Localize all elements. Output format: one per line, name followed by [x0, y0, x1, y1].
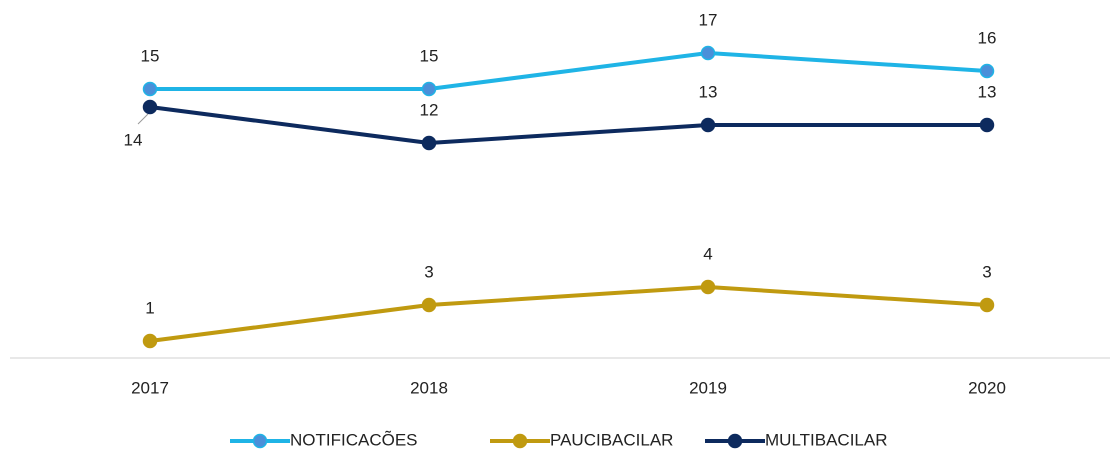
data-point — [700, 117, 716, 133]
data-label: 14 — [124, 130, 143, 149]
data-label: 17 — [699, 10, 718, 29]
legend-label: PAUCIBACILAR — [550, 430, 673, 449]
x-tick-label: 2020 — [968, 378, 1006, 397]
legend-label: NOTIFICACÕES — [290, 430, 418, 449]
data-point — [421, 81, 437, 97]
data-point — [979, 63, 995, 79]
legend-marker — [727, 433, 743, 449]
x-tick-label: 2017 — [131, 378, 169, 397]
data-label: 15 — [141, 46, 160, 65]
x-tick-label: 2018 — [410, 378, 448, 397]
data-point — [142, 99, 158, 115]
data-point — [421, 297, 437, 313]
data-label: 13 — [978, 82, 997, 101]
data-label: 16 — [978, 28, 997, 47]
x-tick-label: 2019 — [689, 378, 727, 397]
data-point — [700, 45, 716, 61]
series-line — [150, 51, 988, 91]
data-label: 1 — [145, 298, 154, 317]
data-point — [979, 297, 995, 313]
data-label: 3 — [424, 262, 433, 281]
data-point — [421, 135, 437, 151]
data-point — [142, 333, 158, 349]
series-line — [149, 285, 988, 343]
legend-marker — [252, 433, 268, 449]
legend-marker — [512, 433, 528, 449]
legend-label: MULTIBACILAR — [765, 430, 888, 449]
data-label: 12 — [420, 100, 439, 119]
data-label: 4 — [703, 244, 712, 263]
data-point — [700, 279, 716, 295]
data-label: 3 — [982, 262, 991, 281]
data-point — [142, 81, 158, 97]
series-line — [149, 105, 987, 145]
data-label: 15 — [420, 46, 439, 65]
leader-line — [137, 113, 149, 125]
data-label: 13 — [699, 82, 718, 101]
data-point — [979, 117, 995, 133]
